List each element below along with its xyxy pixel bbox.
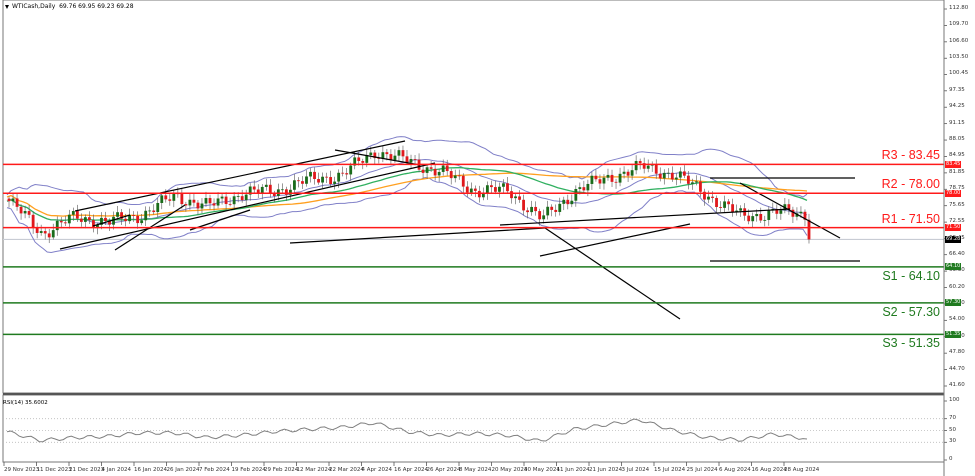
date-tick-label: 4 Apr 2024 xyxy=(361,467,393,473)
price-tick-label: 75.65 xyxy=(949,201,965,208)
date-tick-label: 11 Jun 2024 xyxy=(556,467,590,473)
date-tick-label: 20 May 2024 xyxy=(491,467,528,473)
level-label-s3: S3 - 51.35 xyxy=(882,336,940,351)
date-tick-label: 25 Jul 2024 xyxy=(686,467,718,473)
level-label-r2: R2 - 78.00 xyxy=(881,177,940,192)
ohlc-values: 69.76 69.95 69.23 69.28 xyxy=(59,3,134,10)
level-label-s1: S1 - 64.10 xyxy=(882,268,940,283)
date-tick-label: 8 May 2024 xyxy=(459,467,492,473)
price-tick-label: 100.45 xyxy=(949,70,969,77)
date-tick-label: 6 Aug 2024 xyxy=(719,467,751,473)
price-tick-label: 112.80 xyxy=(949,5,969,11)
date-tick-label: 21 Jun 2024 xyxy=(589,467,623,473)
date-tick-label: 29 Feb 2024 xyxy=(264,467,299,473)
level-label-r3: R3 - 83.45 xyxy=(881,148,940,163)
chart-title: WTICash,Daily 69.76 69.95 69.23 69.28 xyxy=(5,3,134,10)
date-tick-label: 7 Feb 2024 xyxy=(199,467,230,473)
rsi-tick-label: 0 xyxy=(949,456,953,462)
level-tag-s3: 51.35 xyxy=(945,330,962,338)
rsi-tick-label: 70 xyxy=(949,414,956,421)
date-tick-label: 15 Jul 2024 xyxy=(654,467,686,473)
date-tick-label: 4 Jan 2024 xyxy=(101,467,131,473)
rsi-title: RSI(14) 35.6002 xyxy=(3,400,48,406)
date-tick-label: 22 Mar 2024 xyxy=(329,467,364,473)
level-tag-s2: 57.30 xyxy=(945,299,962,307)
rsi-tick-label: 30 xyxy=(949,438,956,445)
date-tick-label: 29 Nov 2023 xyxy=(4,467,40,473)
date-tick-label: 16 Apr 2024 xyxy=(394,467,429,473)
price-tick-label: 88.05 xyxy=(949,136,965,143)
date-tick-label: 30 May 2024 xyxy=(524,467,560,473)
date-tick-label: 26 Apr 2024 xyxy=(426,467,461,473)
date-tick-label: 11 Dec 2023 xyxy=(36,467,72,473)
price-tick-label: 47.80 xyxy=(949,349,965,356)
level-tag-s1: 64.10 xyxy=(945,263,962,271)
current-price-tag: 69.28 xyxy=(945,235,962,243)
price-tick-label: 78.75 xyxy=(949,185,965,192)
level-label-r1: R1 - 71.50 xyxy=(881,211,940,226)
level-label-s2: S2 - 57.30 xyxy=(882,304,940,319)
date-tick-label: 28 Aug 2024 xyxy=(784,467,820,473)
collapse-triangle-icon[interactable] xyxy=(5,4,9,9)
price-tick-label: 103.50 xyxy=(949,54,969,61)
date-tick-label: 3 Jul 2024 xyxy=(621,467,650,473)
price-tick-label: 60.20 xyxy=(949,283,965,290)
price-tick-label: 91.15 xyxy=(949,119,965,126)
symbol-label: WTICash,Daily xyxy=(12,3,56,10)
price-tick-label: 66.40 xyxy=(949,250,965,257)
date-tick-label: 12 Mar 2024 xyxy=(296,467,332,473)
price-tick-label: 94.25 xyxy=(949,103,965,110)
level-tag-r1: 71.50 xyxy=(945,224,962,232)
price-tick-label: 81.85 xyxy=(949,168,965,175)
price-tick-label: 84.95 xyxy=(949,152,965,159)
rsi-tick-label: 100 xyxy=(949,397,960,403)
price-tick-label: 54.00 xyxy=(949,316,965,323)
level-tag-r3: 83.45 xyxy=(945,160,962,168)
price-tick-label: 72.55 xyxy=(949,218,965,225)
price-tick-label: 106.60 xyxy=(949,37,969,44)
price-tick-label: 109.70 xyxy=(949,21,969,28)
date-tick-label: 16 Jan 2024 xyxy=(134,467,167,473)
price-tick-label: 41.60 xyxy=(949,382,965,388)
date-tick-label: 19 Feb 2024 xyxy=(231,467,266,473)
date-tick-label: 16 Aug 2024 xyxy=(751,467,787,473)
rsi-tick-label: 50 xyxy=(949,426,956,433)
level-tag-r2: 78.00 xyxy=(945,189,962,197)
price-tick-label: 44.70 xyxy=(949,365,965,372)
date-tick-label: 26 Jan 2024 xyxy=(166,467,200,473)
price-tick-label: 97.35 xyxy=(949,86,965,93)
date-tick-label: 21 Dec 2023 xyxy=(69,467,105,473)
